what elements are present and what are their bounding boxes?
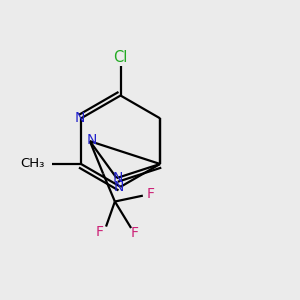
Text: N: N [113, 171, 123, 185]
Text: F: F [130, 226, 139, 240]
Text: N: N [114, 180, 124, 194]
Text: N: N [86, 133, 97, 147]
Text: N: N [74, 111, 85, 125]
Text: F: F [96, 225, 104, 239]
Text: CH₃: CH₃ [20, 158, 44, 170]
Text: F: F [146, 187, 154, 201]
Text: Cl: Cl [113, 50, 128, 65]
